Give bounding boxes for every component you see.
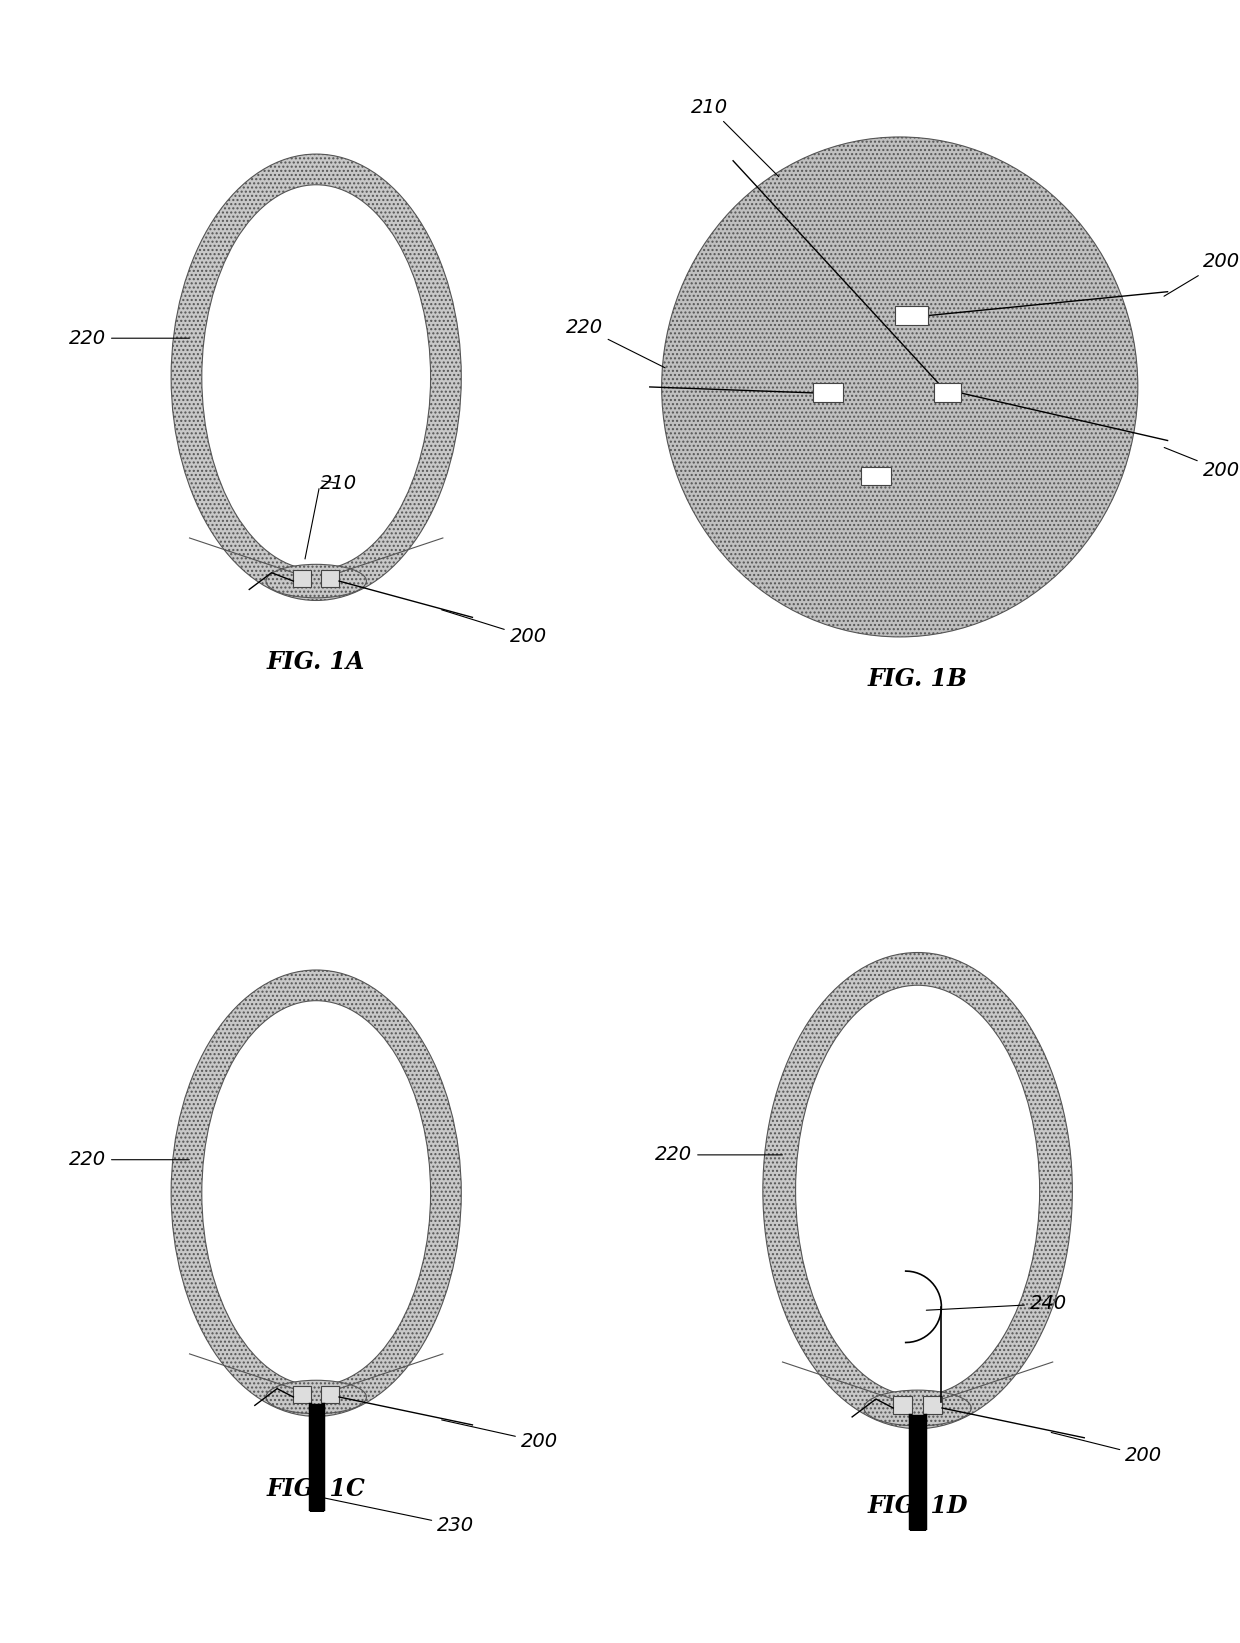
Text: 200: 200 [1052, 1433, 1162, 1466]
Bar [294, 570, 311, 587]
Bar [923, 1397, 942, 1415]
Bar [895, 306, 928, 325]
Bar [321, 570, 339, 587]
Text: 200: 200 [441, 1420, 558, 1451]
Text: 200: 200 [1164, 253, 1240, 296]
Bar [813, 383, 843, 403]
Ellipse shape [662, 136, 1138, 637]
Text: 220: 220 [655, 1145, 782, 1165]
Text: 200: 200 [1164, 447, 1240, 480]
Bar [321, 1385, 339, 1403]
Bar [294, 1385, 311, 1403]
Text: 230: 230 [325, 1498, 474, 1535]
Ellipse shape [171, 154, 461, 600]
Ellipse shape [763, 953, 1073, 1429]
Text: 210: 210 [320, 473, 357, 493]
Bar [934, 383, 961, 403]
Text: 220: 220 [69, 329, 190, 348]
Text: FIG. 1C: FIG. 1C [267, 1477, 366, 1502]
Ellipse shape [265, 564, 366, 598]
Ellipse shape [265, 1380, 366, 1413]
Text: 240: 240 [926, 1295, 1068, 1313]
Text: 220: 220 [69, 1150, 190, 1170]
Ellipse shape [864, 1390, 971, 1426]
Text: FIG. 1D: FIG. 1D [867, 1493, 968, 1518]
Bar [861, 467, 890, 485]
Ellipse shape [796, 986, 1039, 1397]
Text: 200: 200 [441, 610, 547, 646]
Text: 210: 210 [691, 97, 779, 177]
Ellipse shape [171, 969, 461, 1416]
Text: FIG. 1B: FIG. 1B [868, 667, 967, 690]
Ellipse shape [202, 1001, 430, 1385]
Bar [893, 1397, 913, 1415]
Text: FIG. 1A: FIG. 1A [267, 651, 366, 674]
Ellipse shape [202, 184, 430, 570]
Text: 220: 220 [565, 319, 665, 368]
